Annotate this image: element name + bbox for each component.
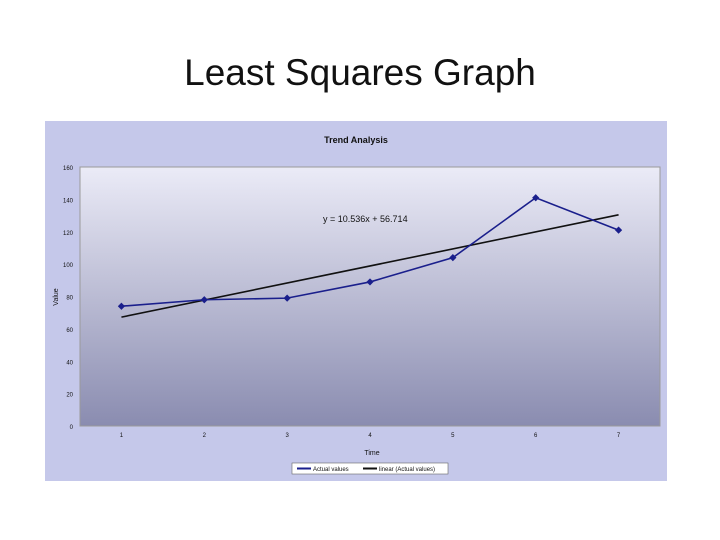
data-point: [449, 254, 457, 262]
y-tick-label: 140: [63, 198, 74, 204]
x-tick-label: 2: [203, 433, 207, 439]
data-point: [532, 194, 540, 202]
x-tick-label: 6: [534, 433, 538, 439]
y-axis-label: Value: [53, 288, 60, 305]
slide-title: Least Squares Graph: [184, 52, 536, 93]
trend-equation: y = 10.536x + 56.714: [323, 214, 408, 224]
legend-entry-linear: linear (Actual values): [379, 467, 435, 473]
y-tick-label: 20: [66, 393, 73, 399]
x-axis-label: Time: [364, 450, 379, 457]
data-point: [200, 296, 208, 304]
x-tick-label: 4: [368, 433, 372, 439]
y-tick-label: 60: [66, 328, 73, 334]
y-tick-label: 120: [63, 231, 74, 237]
legend-entry-actual: Actual values: [313, 467, 349, 473]
x-tick-label: 5: [451, 433, 455, 439]
chart-title: Trend Analysis: [324, 135, 388, 145]
x-tick-label: 1: [120, 433, 124, 439]
data-point: [117, 302, 126, 310]
y-tick-label: 100: [63, 263, 74, 269]
y-tick-label: 80: [66, 296, 73, 302]
chart-frame: Trend Analysis 0 20 40 60 80 100 120 140 160 1 2 3…: [45, 121, 667, 481]
y-axis: 0 20 40 60 80 100 120 140 160: [63, 166, 74, 431]
x-tick-label: 7: [617, 433, 621, 439]
x-tick-label: 3: [285, 433, 289, 439]
y-tick-label: 0: [70, 425, 74, 431]
data-point: [614, 226, 623, 234]
trend-chart: Trend Analysis 0 20 40 60 80 100 120 140 160 1 2 3…: [53, 135, 661, 475]
y-tick-label: 160: [63, 166, 74, 172]
x-axis: 1 2 3 4 5 6 7: [120, 433, 621, 439]
y-tick-label: 40: [66, 360, 73, 366]
legend: Actual values linear (Actual values): [291, 462, 449, 475]
plot-area: [79, 166, 661, 427]
